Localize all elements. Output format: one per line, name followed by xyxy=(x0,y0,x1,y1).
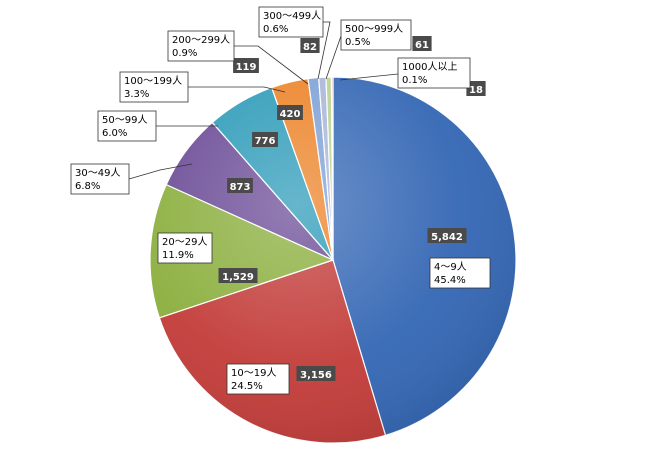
category-name: 20〜29人 xyxy=(162,236,207,248)
leader-line-6 xyxy=(188,86,286,93)
value-label: 5,842 xyxy=(431,232,463,243)
category-label-7: 200〜299人 0.9% xyxy=(167,30,235,62)
leader-line-10 xyxy=(339,73,399,81)
value-badge-4: 873 xyxy=(227,178,253,193)
leader-line-9 xyxy=(325,35,342,80)
value-badge-6: 420 xyxy=(277,105,303,120)
category-label-4: 30〜49人 6.8% xyxy=(70,163,130,195)
category-label-box xyxy=(397,57,471,89)
value-badge-3: 1,529 xyxy=(218,268,258,283)
category-label-box xyxy=(340,19,412,51)
category-name: 50〜99人 xyxy=(102,114,147,126)
value-label: 119 xyxy=(236,62,257,73)
category-name: 200〜299人 xyxy=(172,34,230,46)
value-label: 18 xyxy=(469,85,483,96)
value-label: 873 xyxy=(230,182,251,193)
value-badge-7: 119 xyxy=(233,58,259,73)
category-label-8: 300〜499人 0.6% xyxy=(258,6,324,38)
value-badge-bg xyxy=(233,58,259,73)
category-label-box xyxy=(97,110,157,142)
value-badge-bg xyxy=(227,178,253,193)
category-label-2: 10〜19人 24.5% xyxy=(226,363,290,395)
category-label-1: 4〜9人 45.4% xyxy=(429,257,491,289)
value-badge-5: 776 xyxy=(252,132,278,147)
category-label-5: 50〜99人 6.0% xyxy=(97,110,157,142)
value-badge-bg xyxy=(277,105,303,120)
value-badge-1: 5,842 xyxy=(427,228,467,243)
category-label-9: 500〜999人 0.5% xyxy=(340,19,412,51)
leader-line-4 xyxy=(128,163,193,180)
category-label-box xyxy=(70,163,130,195)
value-label: 420 xyxy=(280,109,301,120)
category-percent: 0.1% xyxy=(402,75,427,86)
category-label-box xyxy=(226,363,290,395)
category-label-3: 20〜29人 11.9% xyxy=(157,232,213,264)
category-percent: 0.5% xyxy=(345,37,370,48)
category-name: 300〜499人 xyxy=(263,10,321,22)
category-name: 10〜19人 xyxy=(231,367,276,379)
category-name: 500〜999人 xyxy=(345,23,403,35)
category-percent: 0.6% xyxy=(263,24,288,35)
value-label: 776 xyxy=(255,136,276,147)
category-percent: 0.9% xyxy=(172,48,197,59)
category-name: 1000人以上 xyxy=(402,61,457,73)
value-label: 61 xyxy=(415,40,429,51)
value-badge-bg xyxy=(296,366,336,381)
value-badge-bg xyxy=(218,268,258,283)
category-label-box xyxy=(157,232,213,264)
value-badge-bg xyxy=(427,228,467,243)
category-percent: 6.8% xyxy=(75,181,100,192)
category-label-6: 100〜199人 3.3% xyxy=(119,71,189,103)
value-badge-8: 82 xyxy=(300,38,320,53)
leader-line-8 xyxy=(317,21,331,80)
category-label-box xyxy=(167,30,235,62)
category-label-10: 1000人以上 0.1% xyxy=(397,57,471,89)
category-percent: 11.9% xyxy=(162,250,194,261)
value-badge-bg xyxy=(252,132,278,147)
value-badge-bg xyxy=(300,38,320,53)
category-percent: 45.4% xyxy=(434,275,466,286)
category-name: 30〜49人 xyxy=(75,167,120,179)
value-label: 82 xyxy=(303,42,317,53)
category-percent: 3.3% xyxy=(124,89,149,100)
value-label: 3,156 xyxy=(300,370,332,381)
category-name: 4〜9人 xyxy=(434,261,467,273)
category-label-box xyxy=(119,71,189,103)
value-badge-bg xyxy=(412,36,432,51)
value-badge-10: 18 xyxy=(466,81,486,96)
value-badge-bg xyxy=(466,81,486,96)
category-percent: 24.5% xyxy=(231,381,263,392)
category-label-box xyxy=(258,6,324,38)
value-label: 1,529 xyxy=(222,272,254,283)
value-badge-2: 3,156 xyxy=(296,366,336,381)
leader-line-7 xyxy=(234,45,309,85)
category-name: 100〜199人 xyxy=(124,75,182,87)
value-badge-9: 61 xyxy=(412,36,432,51)
category-percent: 6.0% xyxy=(102,128,127,139)
category-label-box xyxy=(429,257,491,289)
